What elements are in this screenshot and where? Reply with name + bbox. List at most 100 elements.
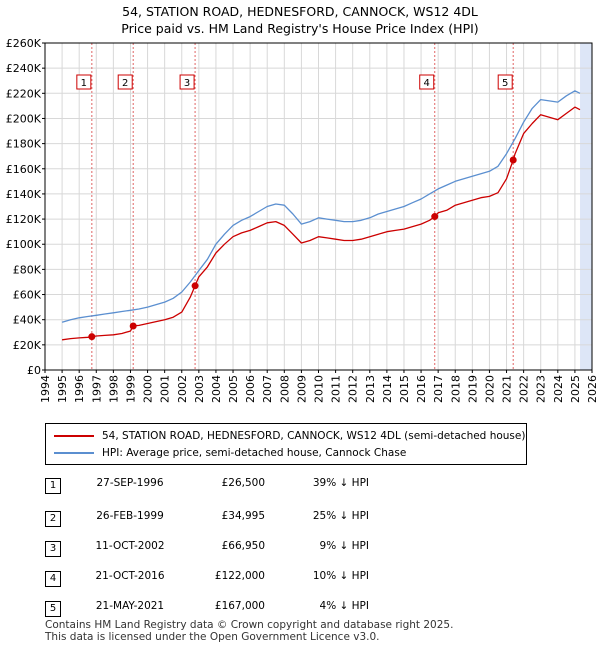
legend-swatch-property [54, 435, 94, 437]
y-tick-label: £60K [13, 289, 42, 302]
transaction-hpi: 9% ↓ HPI [319, 540, 369, 552]
transaction-price: £66,950 [221, 540, 265, 552]
y-tick-label: £200K [6, 112, 42, 125]
x-tick-label: 2020 [483, 375, 496, 403]
legend-label-hpi: HPI: Average price, semi-detached house,… [102, 447, 407, 459]
y-tick-label: £40K [13, 314, 42, 327]
transaction-date: 21-OCT-2016 [95, 570, 165, 582]
series-line-hpi [61, 90, 581, 323]
chart-title: 54, STATION ROAD, HEDNESFORD, CANNOCK, W… [122, 4, 478, 19]
x-tick-label: 2004 [210, 375, 223, 403]
x-tick-label: 2013 [364, 375, 377, 403]
x-tick-label: 2019 [466, 375, 479, 403]
legend-label-property: 54, STATION ROAD, HEDNESFORD, CANNOCK, W… [102, 430, 526, 442]
y-tick-label: £80K [13, 263, 42, 276]
table-row: 3 11-OCT-2002 £66,950 9% ↓ HPI [0, 535, 600, 563]
x-tick-label: 2001 [159, 375, 172, 403]
sale-point [129, 322, 137, 330]
sale-label: 3 [184, 78, 190, 89]
x-tick-label: 2009 [295, 375, 308, 403]
sale-label-box [419, 74, 435, 90]
transaction-price: £26,500 [221, 477, 265, 489]
x-tick-label: 2023 [535, 375, 548, 403]
x-tick-label: 1996 [73, 375, 86, 403]
table-row: 2 26-FEB-1999 £34,995 25% ↓ HPI [0, 505, 600, 533]
y-tick-label: £120K [6, 213, 42, 226]
price-chart: 1 2 3 4 5 £0 £20K £40K £60K £80K £100K £120K £140K £1… [6, 37, 599, 403]
legend-swatch-hpi [54, 452, 94, 454]
sale-point [431, 213, 439, 221]
x-tick-label: 2018 [449, 375, 462, 403]
transaction-number: 4 [45, 571, 61, 587]
transaction-price: £167,000 [214, 600, 265, 612]
x-tick-label: 1997 [90, 375, 103, 403]
sale-label-box [76, 74, 92, 90]
transaction-price: £34,995 [221, 510, 265, 522]
series-line-property [62, 106, 581, 341]
x-tick-label: 2008 [278, 375, 291, 403]
x-tick-label: 2015 [398, 375, 411, 403]
sale-point [88, 333, 96, 341]
y-tick-label: £0 [27, 364, 41, 377]
transaction-price: £122,000 [214, 570, 265, 582]
x-tick-label: 2010 [313, 375, 326, 403]
sale-label: 1 [81, 78, 87, 89]
transaction-number: 5 [45, 601, 61, 617]
footer-copyright: Contains HM Land Registry data © Crown c… [45, 619, 454, 631]
x-tick-label: 2014 [381, 375, 394, 403]
sale-point [191, 282, 199, 290]
transaction-hpi: 39% ↓ HPI [312, 477, 369, 489]
x-tick-label: 1994 [39, 375, 52, 403]
y-tick-label: £20K [13, 339, 42, 352]
transaction-hpi: 10% ↓ HPI [312, 570, 369, 582]
transaction-date: 21-MAY-2021 [95, 600, 165, 612]
table-row: 5 21-MAY-2021 £167,000 4% ↓ HPI [0, 595, 600, 623]
y-tick-label: £180K [6, 138, 42, 151]
x-tick-label: 2002 [176, 375, 189, 403]
transaction-date: 11-OCT-2002 [95, 540, 165, 552]
transaction-date: 27-SEP-1996 [96, 477, 164, 489]
sale-label-box [497, 74, 513, 90]
x-tick-label: 2016 [415, 375, 428, 403]
x-tick-label: 2026 [586, 375, 599, 403]
x-tick-label: 2021 [501, 375, 514, 403]
y-tick-label: £140K [6, 188, 42, 201]
y-tick-label: £100K [6, 238, 42, 251]
sale-point [509, 156, 517, 164]
table-row: 1 27-SEP-1996 £26,500 39% ↓ HPI [0, 472, 600, 500]
sale-label-box [117, 74, 133, 90]
forecast-shade [580, 43, 592, 370]
x-tick-label: 2006 [244, 375, 257, 403]
x-tick-label: 2011 [330, 375, 343, 403]
x-tick-label: 1998 [107, 375, 120, 403]
x-tick-label: 2007 [261, 375, 274, 403]
x-tick-label: 2017 [432, 375, 445, 403]
y-tick-label: £260K [6, 37, 42, 50]
footer-license: This data is licensed under the Open Gov… [45, 631, 380, 643]
transaction-hpi: 4% ↓ HPI [319, 600, 369, 612]
sale-label: 5 [502, 78, 508, 89]
chart-legend: 54, STATION ROAD, HEDNESFORD, CANNOCK, W… [45, 423, 527, 465]
sale-label: 2 [122, 78, 128, 89]
x-tick-label: 2005 [227, 375, 240, 403]
sale-label-box [179, 74, 195, 90]
x-tick-label: 2000 [142, 375, 155, 403]
y-tick-label: £240K [6, 62, 42, 75]
x-tick-label: 2012 [347, 375, 360, 403]
x-tick-label: 1999 [124, 375, 137, 403]
transaction-hpi: 25% ↓ HPI [312, 510, 369, 522]
x-tick-label: 2024 [552, 375, 565, 403]
x-tick-label: 2003 [193, 375, 206, 403]
transaction-number: 3 [45, 541, 61, 557]
transaction-number: 1 [45, 478, 61, 494]
transaction-number: 2 [45, 511, 61, 527]
x-tick-label: 2025 [569, 375, 582, 403]
table-row: 4 21-OCT-2016 £122,000 10% ↓ HPI [0, 565, 600, 593]
transaction-date: 26-FEB-1999 [96, 510, 164, 522]
chart-subtitle: Price paid vs. HM Land Registry's House … [121, 21, 479, 36]
x-tick-label: 2022 [518, 375, 531, 403]
y-tick-label: £160K [6, 163, 42, 176]
x-tick-label: 1995 [56, 375, 69, 403]
sale-label: 4 [424, 78, 430, 89]
y-tick-label: £220K [6, 87, 42, 100]
